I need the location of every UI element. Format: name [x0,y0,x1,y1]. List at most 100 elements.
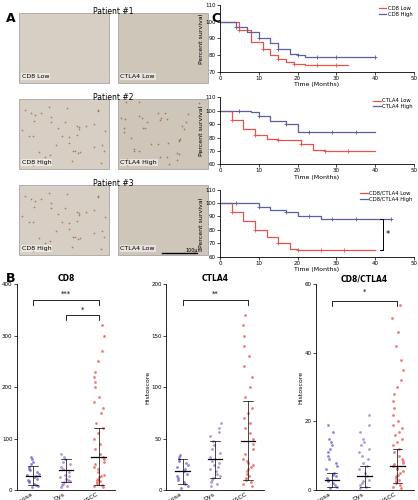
Point [97,440,104,448]
Point [356,448,363,456]
Text: **: ** [212,290,219,296]
Y-axis label: Percent survival: Percent survival [199,198,204,248]
CTLA4 High [319,129,324,135]
CD8/CTLA4 High [218,200,223,206]
Point [48,118,55,126]
Point [242,394,249,402]
Point [250,445,257,453]
Point [31,202,37,210]
Text: Patient #2: Patient #2 [93,94,134,102]
Point [94,480,100,488]
Point [208,478,214,486]
Point [99,347,105,355]
Point [101,470,107,478]
Point [240,322,247,330]
Point [26,466,33,473]
Point [91,383,98,391]
Point [91,398,98,406]
Point [30,458,37,466]
CD8/CTLA4 High [245,200,250,206]
Point [327,484,334,492]
Point [99,322,106,330]
Point [95,430,102,438]
Text: Patient #1: Patient #1 [93,8,134,16]
Text: *: * [363,288,366,294]
Point [61,470,68,478]
Point [163,115,170,123]
Point [74,216,81,224]
Point [216,472,223,480]
Point [175,474,182,482]
CD8/CTLA4 Low [295,247,300,253]
Point [91,482,97,490]
Text: CTLA4 High: CTLA4 High [120,160,157,165]
Point [31,473,38,481]
Point [25,218,32,226]
CD8 High [372,54,377,60]
Point [64,476,71,484]
Point [99,404,106,411]
Legend: CTLA4 Low, CTLA4 High: CTLA4 Low, CTLA4 High [372,98,413,109]
Point [173,150,180,158]
Point [94,474,101,482]
CTLA4 Low [218,108,223,114]
Point [75,122,82,130]
Point [57,463,64,471]
Point [140,124,146,132]
Point [330,479,336,487]
Point [213,480,220,488]
Point [25,476,32,484]
Point [246,472,252,480]
Point [249,434,256,442]
Point [249,404,256,411]
Point [123,155,130,163]
Point [29,218,36,226]
CD8 High [314,54,319,60]
Text: CD8 High: CD8 High [22,246,51,251]
CD8 Low [291,60,296,66]
Point [138,114,145,122]
Point [98,481,105,489]
Point [41,240,48,248]
Point [209,445,215,453]
Point [94,193,101,201]
Point [32,472,39,480]
Point [330,428,336,436]
Point [182,118,189,126]
CD8 Low [276,56,281,62]
Point [400,458,406,466]
Point [38,195,44,203]
Point [33,481,39,489]
Point [364,462,371,470]
Point [181,125,188,133]
Point [92,368,99,376]
CTLA4 Low [229,117,234,123]
Point [178,122,185,130]
Point [118,114,125,122]
Point [394,438,400,446]
Point [173,156,180,164]
Point [74,122,80,130]
Point [164,154,171,162]
Point [100,147,107,155]
Point [65,133,72,141]
CTLA4 Low [299,141,304,147]
Point [90,143,97,151]
Point [390,482,396,490]
CD8/CTLA4 High [256,204,261,210]
Point [207,432,214,440]
CD8/CTLA4 Low [307,247,312,253]
Point [396,428,403,436]
Line: CD8/CTLA4 High: CD8/CTLA4 High [220,203,390,219]
Point [35,470,42,478]
Line: CD8 Low: CD8 Low [220,22,348,65]
Point [136,112,143,120]
Point [211,462,217,469]
Point [96,394,103,402]
Point [22,192,29,200]
Point [184,470,190,478]
Point [247,383,253,391]
Point [59,218,66,226]
Point [48,113,54,121]
CD8 Low [249,39,254,45]
